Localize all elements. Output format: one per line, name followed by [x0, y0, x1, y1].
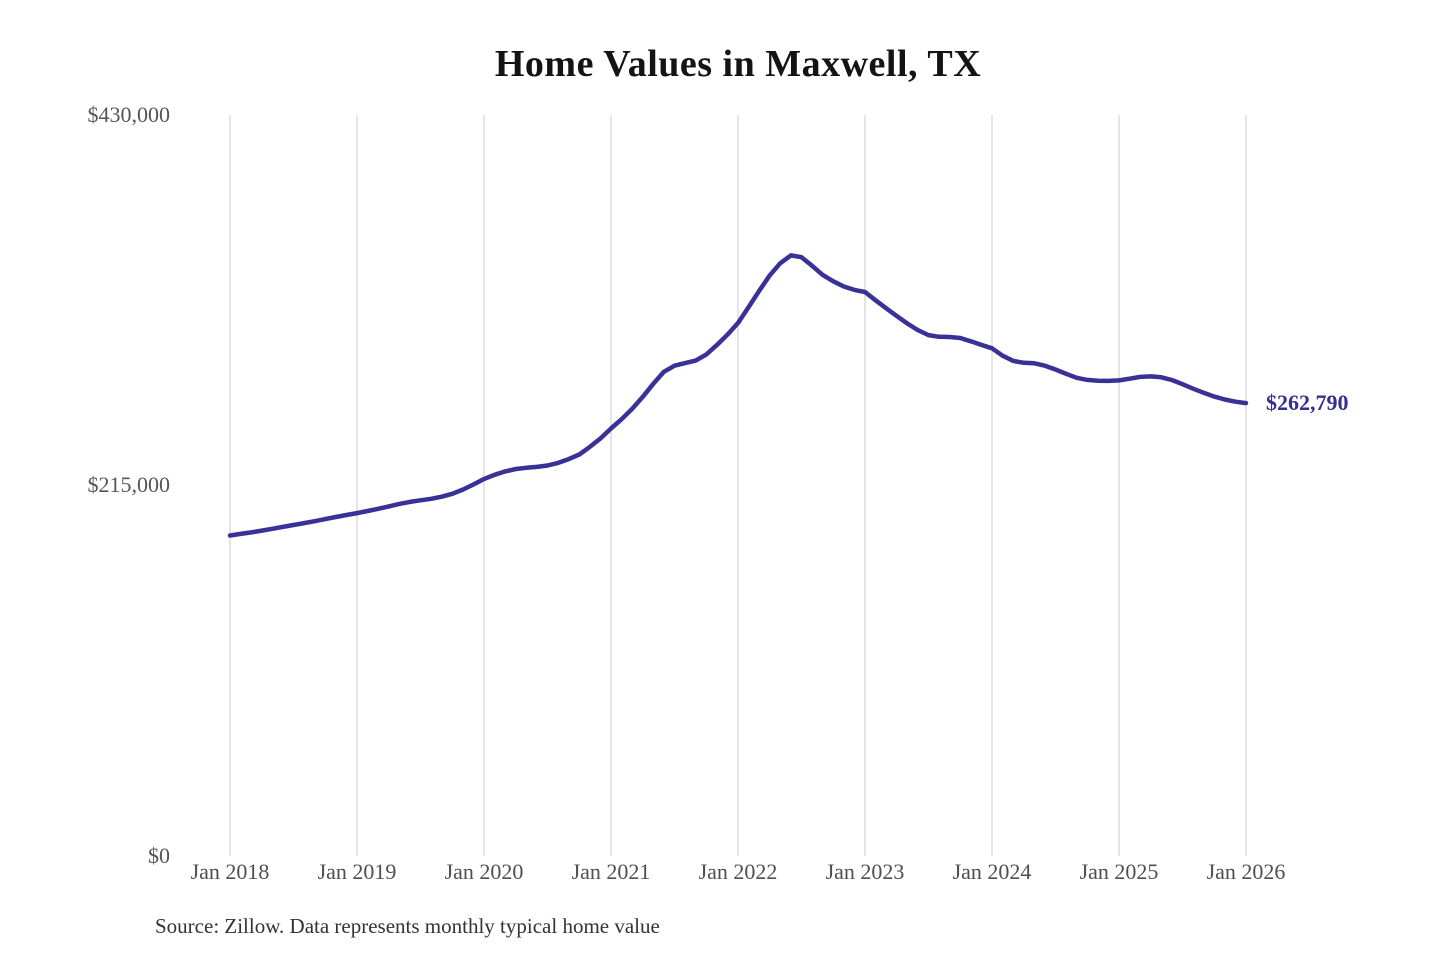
home-value-line: [227, 253, 1249, 538]
x-axis-tick-jan-2018: Jan 2018: [190, 859, 270, 884]
y-axis-tick-215000: $215,000: [87, 472, 171, 497]
y-axis-tick-430000: $430,000: [87, 102, 171, 127]
chart-title: Home Values in Maxwell, TX: [494, 43, 982, 85]
current-value-label: $262,790: [1266, 390, 1349, 416]
x-axis-tick-jan-2025: Jan 2025: [1079, 859, 1159, 884]
x-axis-tick-jan-2019: Jan 2019: [317, 859, 397, 884]
x-axis-tick-jan-2022: Jan 2022: [698, 859, 778, 884]
x-axis-tick-jan-2024: Jan 2024: [952, 859, 1032, 884]
x-axis-tick-jan-2021: Jan 2021: [571, 859, 651, 884]
x-axis-tick-jan-2023: Jan 2023: [825, 859, 905, 884]
y-axis-tick-0: $0: [148, 843, 170, 868]
gridlines: [229, 115, 1247, 856]
x-axis-tick-jan-2020: Jan 2020: [444, 859, 524, 884]
x-axis-tick-jan-2026: Jan 2026: [1206, 859, 1286, 884]
source-note: Source: Zillow. Data represents monthly …: [155, 914, 660, 938]
